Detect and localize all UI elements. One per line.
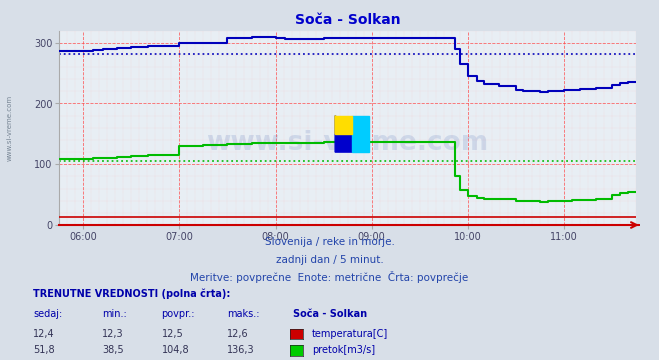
Bar (352, 116, 369, 152)
Text: povpr.:: povpr.: (161, 309, 195, 319)
Text: 12,5: 12,5 (161, 329, 183, 339)
Text: 12,6: 12,6 (227, 329, 249, 339)
Text: 12,4: 12,4 (33, 329, 55, 339)
Text: temperatura[C]: temperatura[C] (312, 329, 388, 339)
Text: www.si-vreme.com: www.si-vreme.com (6, 95, 13, 161)
Text: 51,8: 51,8 (33, 345, 55, 355)
Text: min.:: min.: (102, 309, 127, 319)
Text: 104,8: 104,8 (161, 345, 189, 355)
Text: 12,3: 12,3 (102, 329, 124, 339)
Text: TRENUTNE VREDNOSTI (polna črta):: TRENUTNE VREDNOSTI (polna črta): (33, 288, 231, 299)
Bar (335, 116, 352, 134)
Text: Meritve: povprečne  Enote: metrične  Črta: povprečje: Meritve: povprečne Enote: metrične Črta:… (190, 271, 469, 283)
Text: 136,3: 136,3 (227, 345, 255, 355)
Title: Soča - Solkan: Soča - Solkan (295, 13, 401, 27)
Text: zadnji dan / 5 minut.: zadnji dan / 5 minut. (275, 255, 384, 265)
Text: 38,5: 38,5 (102, 345, 124, 355)
Text: pretok[m3/s]: pretok[m3/s] (312, 345, 375, 355)
Text: Slovenija / reke in morje.: Slovenija / reke in morje. (264, 237, 395, 247)
Polygon shape (335, 116, 369, 152)
Text: sedaj:: sedaj: (33, 309, 62, 319)
Text: maks.:: maks.: (227, 309, 260, 319)
Polygon shape (335, 116, 352, 134)
Text: Soča - Solkan: Soča - Solkan (293, 309, 367, 319)
Text: www.si-vreme.com: www.si-vreme.com (206, 130, 489, 156)
